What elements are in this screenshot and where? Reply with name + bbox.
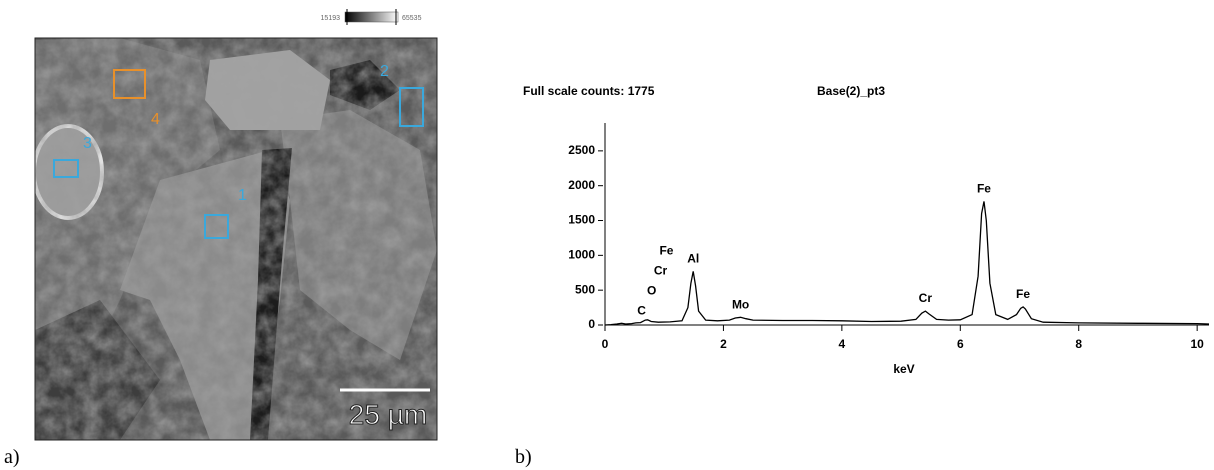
region-label: 4 <box>151 111 160 128</box>
region-label: 2 <box>380 63 389 80</box>
spectrum-chart: Full scale counts: 1775 Base(2)_pt3 keV … <box>523 84 1210 376</box>
y-tick-label: 1000 <box>568 248 595 262</box>
x-axis-label: keV <box>893 362 914 376</box>
region-box <box>399 87 424 127</box>
x-tick-label: 10 <box>1190 337 1204 351</box>
peak-label: O <box>647 283 656 297</box>
peak-label: Fe <box>977 182 991 196</box>
region-box <box>113 69 146 99</box>
scale-label: 25 µm <box>349 399 427 430</box>
peak-label: Al <box>687 252 699 266</box>
x-tick-label: 2 <box>720 337 727 351</box>
y-tick-label: 2500 <box>568 143 595 157</box>
image-frame <box>34 37 438 441</box>
colorbar <box>344 11 399 23</box>
y-tick-label: 2000 <box>568 178 595 192</box>
y-tick-label: 0 <box>588 317 595 331</box>
region-box <box>204 214 229 239</box>
chart-subtitle: Base(2)_pt3 <box>817 84 885 98</box>
peak-label: C <box>637 303 646 317</box>
peak-label: Mo <box>732 298 749 312</box>
peak-label: Cr <box>919 291 933 305</box>
colorbar-min: 15193 <box>321 15 341 22</box>
x-tick-label: 4 <box>839 337 846 351</box>
x-tick-label: 0 <box>602 337 609 351</box>
sem-image <box>35 38 437 440</box>
panel-label: a) <box>4 446 20 468</box>
peak-label: Cr <box>654 263 668 277</box>
region-label: 1 <box>238 187 247 204</box>
y-tick-label: 1500 <box>568 213 595 227</box>
y-tick-label: 500 <box>575 282 595 296</box>
peak-label: Fe <box>1016 287 1030 301</box>
colorbar-max: 65535 <box>402 15 422 22</box>
peak-label: Fe <box>659 243 673 257</box>
region-box <box>53 159 79 178</box>
spectrum-line <box>604 201 1210 326</box>
panel-label: b) <box>515 446 532 468</box>
chart-title: Full scale counts: 1775 <box>523 84 655 98</box>
region-label: 3 <box>83 135 92 152</box>
x-tick-label: 8 <box>1075 337 1082 351</box>
x-tick-label: 6 <box>957 337 964 351</box>
